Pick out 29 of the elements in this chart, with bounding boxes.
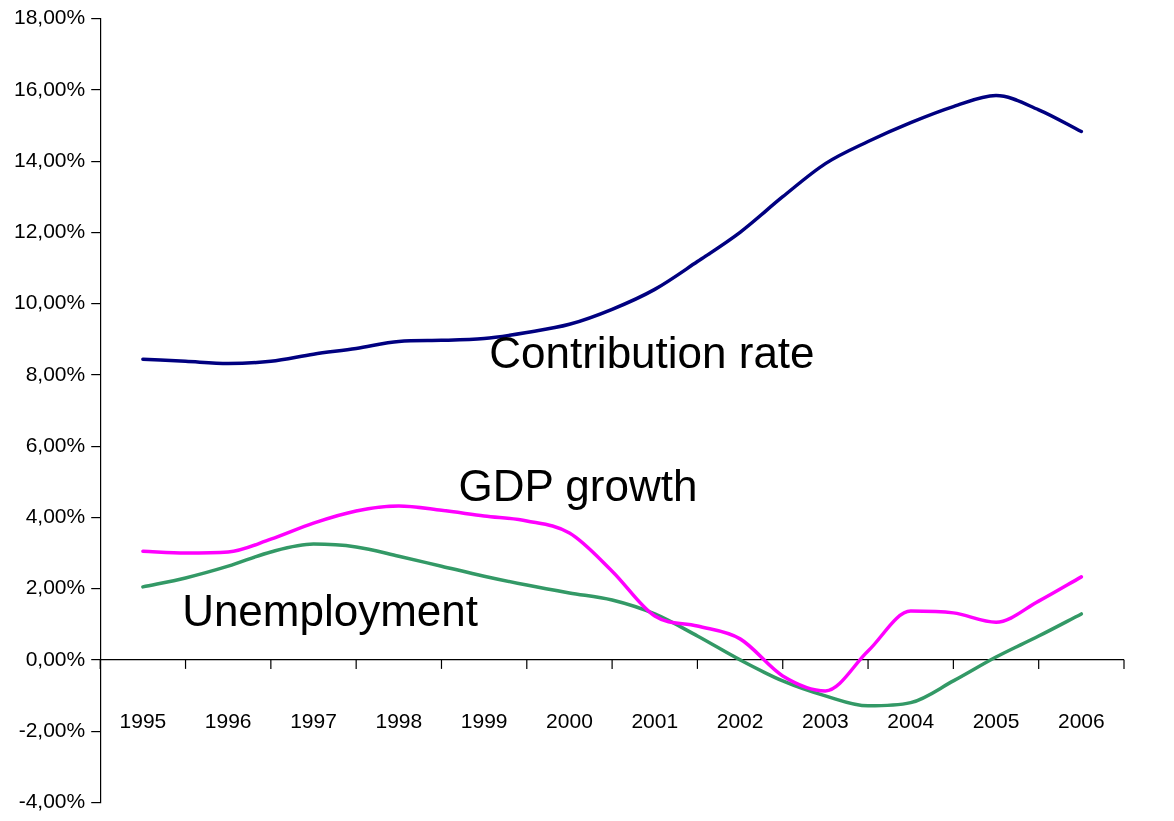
- x-tick-label: 1997: [290, 709, 337, 733]
- line-series: [141, 93, 1084, 366]
- y-tick-label: 10,00%: [13, 290, 86, 314]
- x-tick-label: 2003: [802, 709, 849, 733]
- series-label: Unemployment: [182, 586, 479, 636]
- x-tick-label: 2005: [972, 709, 1020, 733]
- x-tick-label: 2000: [546, 709, 593, 733]
- y-tick-label: 8,00%: [25, 361, 86, 385]
- y-tick-label: 2,00%: [25, 575, 86, 599]
- y-tick-label: 12,00%: [13, 219, 86, 243]
- y-tick-label: 16,00%: [13, 76, 86, 100]
- y-tick-label: 18,00%: [13, 5, 86, 29]
- x-tick-label: 1995: [119, 709, 167, 733]
- series-label: Contribution rate: [489, 327, 815, 377]
- x-tick-label: 1999: [460, 709, 508, 733]
- x-tick-label: 2006: [1057, 709, 1105, 733]
- line-series: [141, 542, 1084, 708]
- y-tick-label: 14,00%: [13, 147, 86, 171]
- series-label: GDP growth: [458, 461, 698, 511]
- y-tick-label: 0,00%: [25, 646, 86, 670]
- y-tick-label: 6,00%: [25, 432, 86, 456]
- x-tick-label: 2002: [716, 709, 764, 733]
- y-tick-label: -4,00%: [18, 789, 86, 813]
- x-tick-label: 2001: [631, 709, 679, 733]
- y-tick-label: -2,00%: [18, 717, 86, 741]
- x-tick-label: 1996: [204, 709, 252, 733]
- y-tick-label: 4,00%: [25, 504, 86, 528]
- x-tick-label: 1998: [375, 709, 423, 733]
- x-tick-label: 2004: [887, 709, 935, 733]
